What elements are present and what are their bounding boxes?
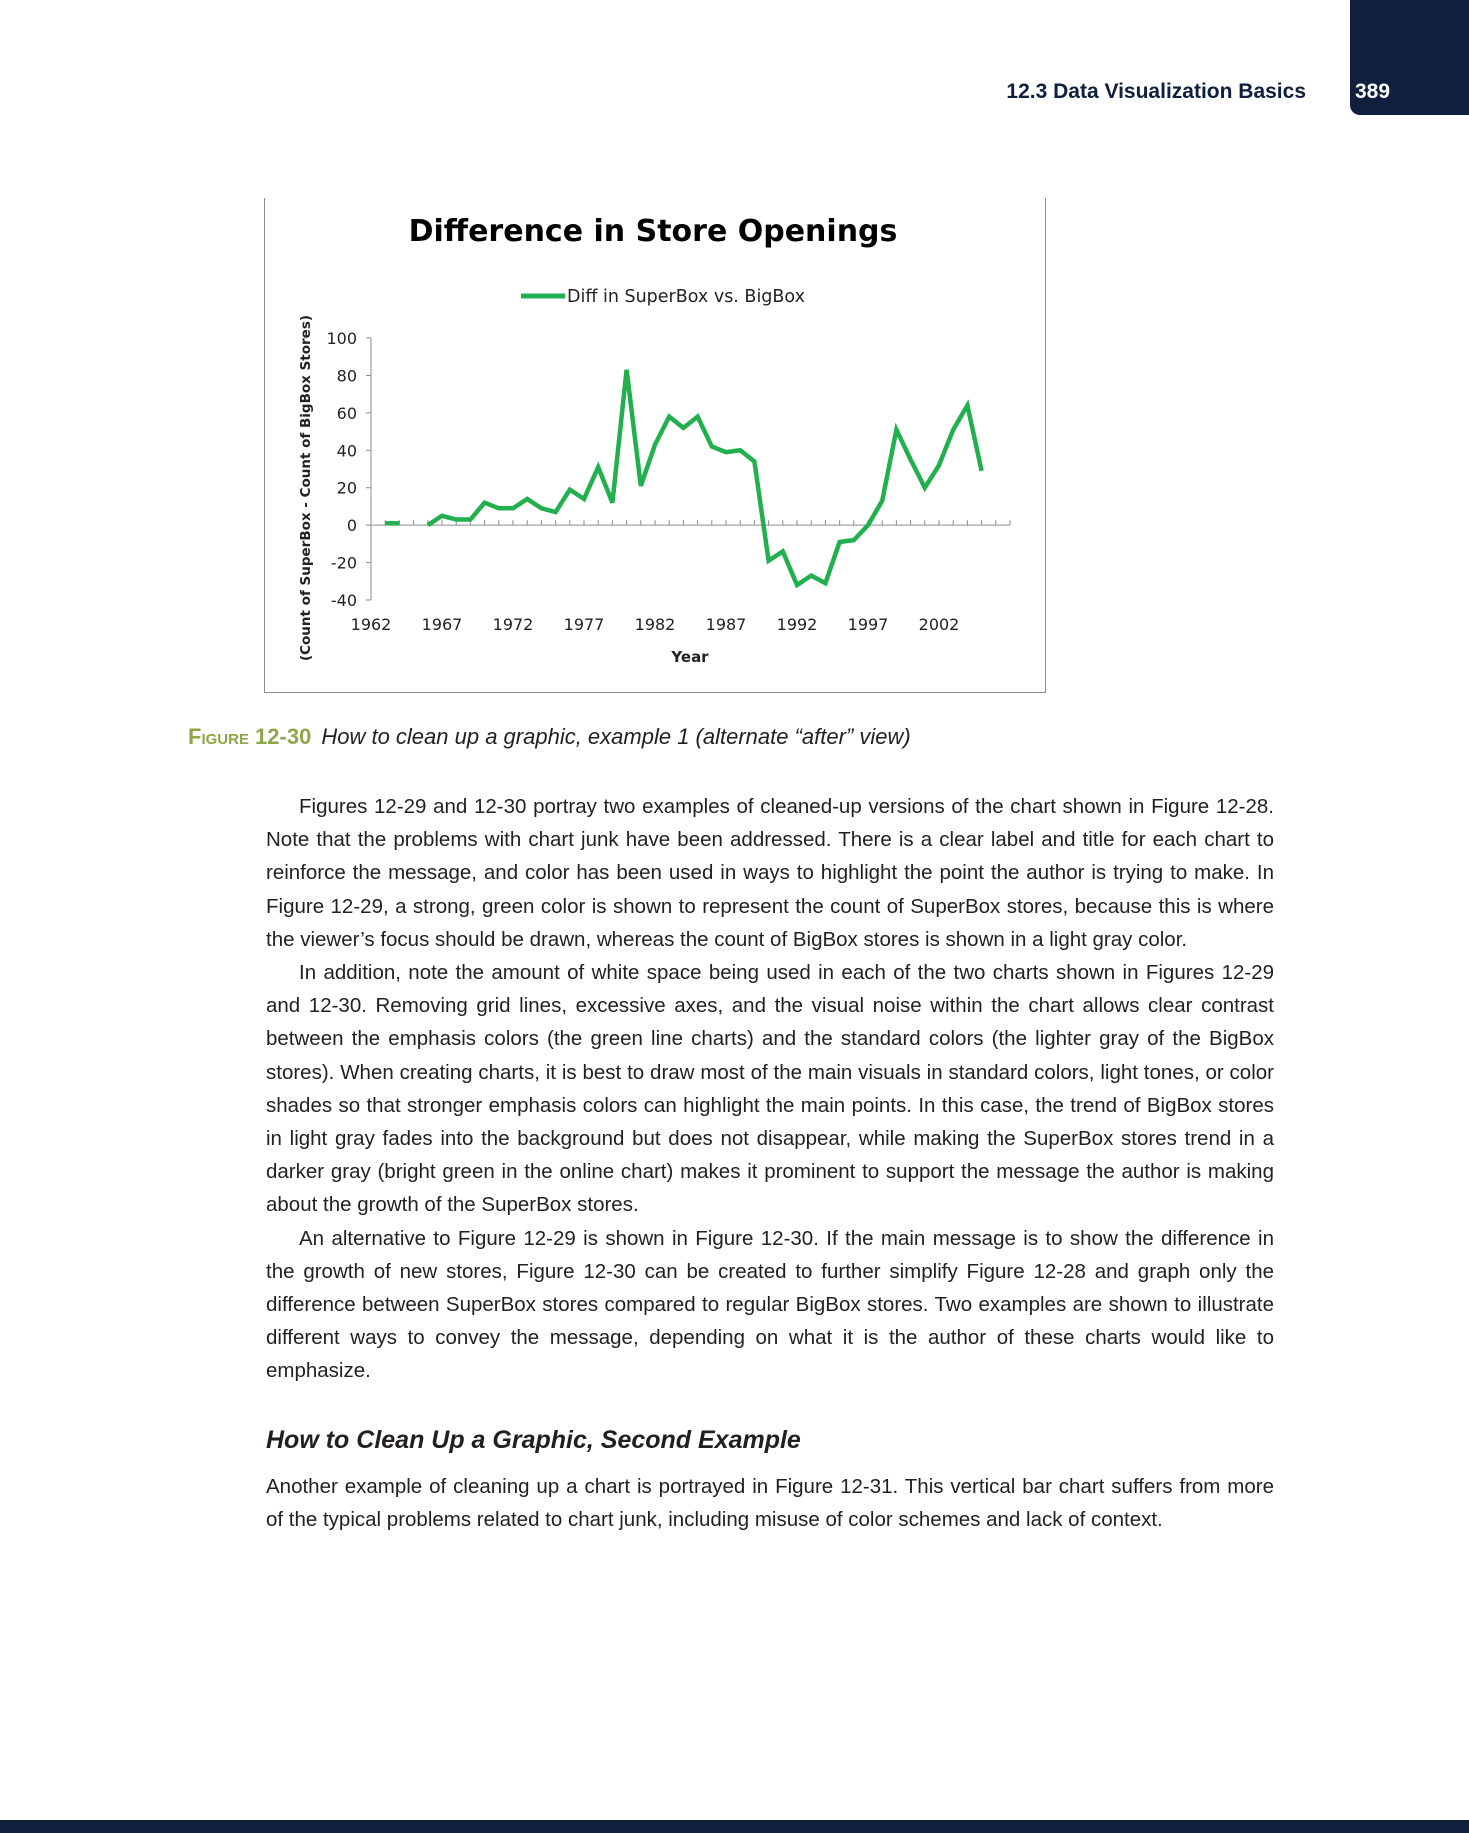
legend-label: Diff in SuperBox vs. BigBox [567, 287, 805, 307]
section-heading: How to Clean Up a Graphic, Second Exampl… [266, 1426, 801, 1454]
x-tick-label: 1972 [493, 615, 534, 634]
series-line [426, 369, 984, 589]
x-tick-label: 1987 [706, 615, 747, 634]
figure-chart: Difference in Store Openings Diff in Sup… [263, 198, 1046, 693]
y-tick-label: -40 [331, 591, 357, 610]
page-number: 389 [1355, 80, 1391, 103]
y-tick-label: 40 [337, 441, 357, 460]
page-number-tab [1350, 0, 1469, 115]
y-tick-label: 100 [326, 329, 357, 348]
x-tick-label: 1977 [564, 615, 605, 634]
paragraph: Another example of cleaning up a chart i… [266, 1475, 1274, 1532]
x-tick-label: 2002 [919, 615, 960, 634]
paragraph: Figures 12-29 and 12-30 portray two exam… [266, 795, 1274, 951]
y-axis-label: (Count of SuperBox - Count of BigBox Sto… [298, 315, 314, 661]
figure-caption-text: How to clean up a graphic, example 1 (al… [321, 724, 911, 749]
footer-bar [0, 1820, 1469, 1833]
x-tick-label: 1992 [777, 615, 818, 634]
figure-label: Figure 12-30 [188, 724, 312, 749]
chart-title: Difference in Store Openings [409, 214, 898, 249]
x-tick-label: 1982 [635, 615, 676, 634]
running-header: 12.3 Data Visualization Basics [1006, 80, 1306, 103]
figure-caption: Figure 12-30 How to clean up a graphic, e… [188, 724, 911, 750]
x-axis-label: Year [670, 648, 709, 666]
line-chart: Difference in Store Openings Diff in Sup… [298, 214, 1011, 666]
paragraph: In addition, note the amount of white sp… [266, 961, 1274, 1217]
y-tick-label: -20 [331, 554, 357, 573]
body-paragraphs: Figures 12-29 and 12-30 portray two exam… [266, 790, 1274, 1388]
x-tick-label: 1997 [848, 615, 889, 634]
y-tick-label: 20 [337, 479, 357, 498]
x-tick-label: 1967 [422, 615, 463, 634]
y-tick-label: 80 [337, 366, 357, 385]
body-paragraphs-2: Another example of cleaning up a chart i… [266, 1470, 1274, 1536]
y-tick-label: 60 [337, 404, 357, 423]
y-tick-label: 0 [347, 516, 357, 535]
paragraph: An alternative to Figure 12-29 is shown … [266, 1226, 1274, 1383]
x-tick-label: 1962 [351, 615, 392, 634]
